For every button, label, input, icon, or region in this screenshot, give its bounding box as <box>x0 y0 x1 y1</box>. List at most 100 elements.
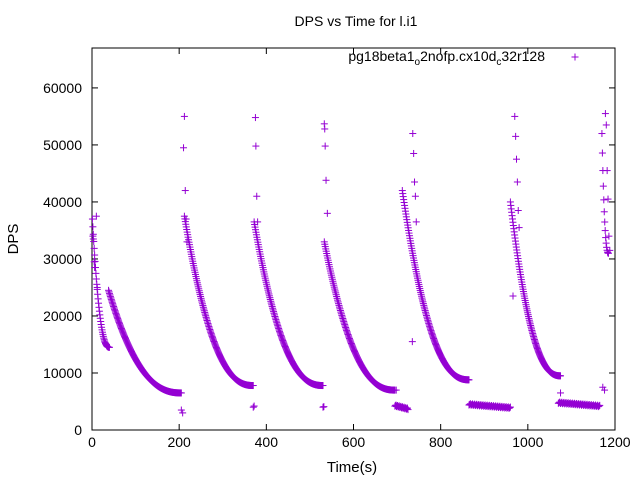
plot-frame <box>91 47 616 431</box>
x-axis: 0 200 400 600 800 1000 1200 <box>88 48 631 450</box>
data-point <box>403 405 411 413</box>
data-point <box>602 121 610 129</box>
x-tick-label: 1200 <box>599 434 630 450</box>
data-point <box>321 125 329 133</box>
x-axis-title: Time(s) <box>327 459 377 476</box>
legend-label-part-2: 2nofp.cx10d <box>420 48 496 64</box>
data-point <box>606 246 614 254</box>
data-point <box>403 404 411 412</box>
data-point <box>601 110 609 118</box>
legend-label-subscript-1: o <box>415 57 421 68</box>
data-point <box>179 409 187 417</box>
data-point <box>509 292 517 300</box>
data-point <box>249 382 257 390</box>
data-point <box>183 238 191 246</box>
data-point <box>88 215 96 223</box>
data-point <box>252 142 260 150</box>
data-point <box>321 142 329 150</box>
data-point <box>412 218 420 226</box>
data-point <box>512 132 520 140</box>
data-point <box>322 176 330 184</box>
data-point <box>105 343 113 351</box>
legend-label-part-1: pg18beta1 <box>348 48 414 64</box>
data-point <box>505 404 513 412</box>
data-point <box>411 178 419 186</box>
data-point <box>514 206 522 214</box>
data-point <box>515 224 523 232</box>
x-tick-label: 600 <box>342 434 366 450</box>
data-point <box>596 401 604 409</box>
data-point <box>599 182 607 190</box>
data-point <box>90 244 98 252</box>
data-point <box>506 403 514 411</box>
chart-title: DPS vs Time for l.i1 <box>295 13 418 29</box>
data-point <box>182 215 190 223</box>
legend-plus-marker <box>571 53 579 61</box>
x-tick-label: 800 <box>429 434 453 450</box>
y-axis: 0 10000 20000 30000 40000 50000 60000 <box>43 80 615 438</box>
data-point <box>253 192 261 200</box>
legend-label-part-3: 32r128 <box>501 48 545 64</box>
data-point <box>89 223 97 231</box>
x-tick-label: 1000 <box>512 434 543 450</box>
data-point <box>511 112 519 120</box>
data-point <box>89 235 97 243</box>
data-point <box>91 251 99 259</box>
data-point <box>594 403 602 411</box>
data-point <box>603 167 611 175</box>
data-point <box>598 130 606 138</box>
data-point <box>92 212 100 220</box>
data-point <box>254 218 262 226</box>
data-point <box>319 403 327 411</box>
y-axis-title: DPS <box>5 224 22 255</box>
data-point <box>600 208 608 216</box>
data-point <box>410 149 418 157</box>
data-point <box>604 195 612 203</box>
x-tick-label: 400 <box>255 434 279 450</box>
data-point <box>605 232 613 240</box>
data-point <box>408 338 416 346</box>
y-tick-label: 30000 <box>43 251 82 267</box>
data-point <box>604 249 612 257</box>
y-tick-label: 20000 <box>43 308 82 324</box>
data-point <box>409 130 417 138</box>
data-point <box>411 192 419 200</box>
data-point <box>177 406 185 414</box>
x-tick-label: 200 <box>167 434 191 450</box>
data-point <box>599 383 607 391</box>
data-point <box>319 382 327 390</box>
y-tick-label: 50000 <box>43 137 82 153</box>
data-point <box>404 406 412 414</box>
data-point <box>557 389 565 397</box>
data-point <box>392 386 400 394</box>
data-point <box>251 114 259 122</box>
data-points <box>88 110 614 417</box>
data-point <box>180 144 188 152</box>
data-point <box>601 218 609 226</box>
legend: pg18beta1o2nofp.cx10dc32r128 <box>348 48 579 68</box>
data-point <box>465 376 473 384</box>
data-point <box>93 283 101 291</box>
data-point <box>177 389 185 397</box>
data-point <box>600 196 608 204</box>
data-point <box>601 386 609 394</box>
data-point <box>601 227 609 235</box>
data-point <box>320 403 328 411</box>
data-point <box>557 372 565 380</box>
data-point <box>180 112 188 120</box>
y-tick-label: 0 <box>74 422 82 438</box>
y-tick-label: 40000 <box>43 194 82 210</box>
data-point <box>595 402 603 410</box>
legend-label-subscript-2: c <box>496 57 501 68</box>
data-point <box>513 178 521 186</box>
x-tick-label: 0 <box>88 434 96 450</box>
data-point <box>249 403 257 411</box>
data-point <box>323 209 331 217</box>
data-point <box>506 404 514 412</box>
data-point <box>250 402 258 410</box>
data-point <box>181 187 189 195</box>
legend-marker <box>571 53 579 61</box>
legend-label: pg18beta1o2nofp.cx10dc32r128 <box>348 48 545 68</box>
y-tick-label: 10000 <box>43 365 82 381</box>
